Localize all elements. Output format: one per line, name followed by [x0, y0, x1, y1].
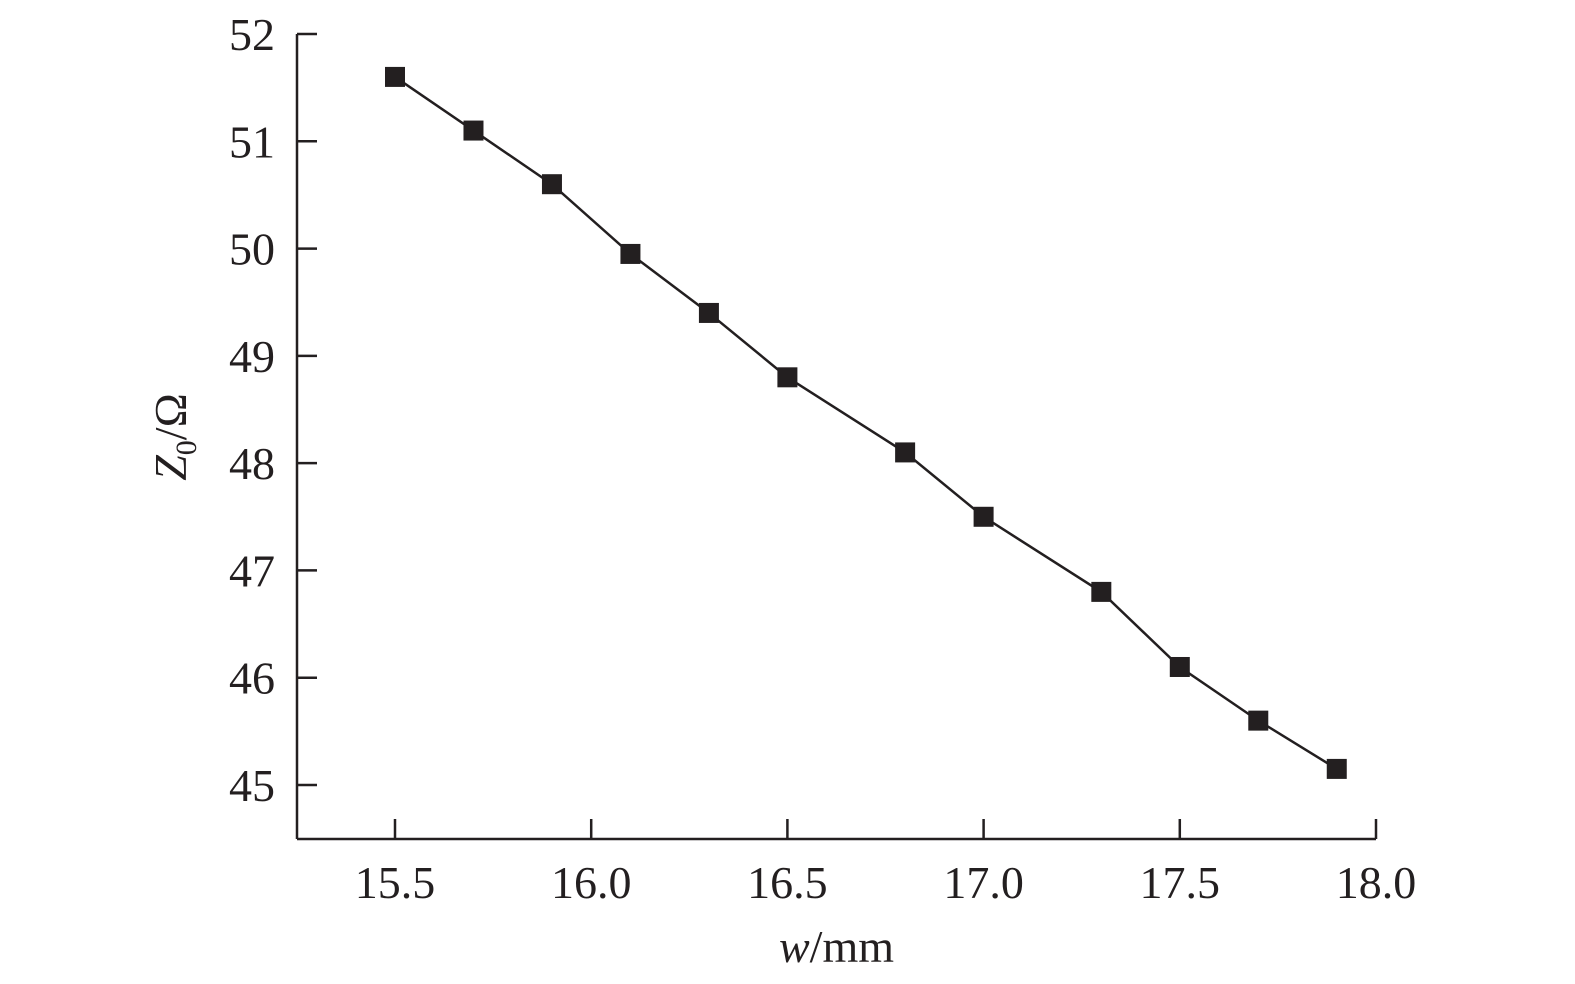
- y-axis-variable: Z: [145, 455, 196, 481]
- y-tick-label: 45: [229, 760, 275, 811]
- data-point-marker: [541, 174, 562, 195]
- x-tick-label: 18.0: [1336, 857, 1417, 908]
- y-axis-unit: /Ω: [145, 393, 196, 440]
- x-tick-label: 16.0: [551, 857, 632, 908]
- data-point-marker: [385, 66, 405, 87]
- x-tick-label: 17.0: [943, 857, 1024, 908]
- y-tick-label: 49: [229, 331, 275, 382]
- data-point-marker: [777, 367, 798, 388]
- y-tick-label: 50: [229, 224, 275, 275]
- x-tick-label: 17.5: [1140, 857, 1221, 908]
- axes: [295, 34, 1376, 841]
- y-axis-title: Z0/Ω: [145, 393, 203, 481]
- data-point-marker: [973, 506, 994, 527]
- y-tick-label: 47: [229, 545, 275, 596]
- data-point-marker: [698, 302, 719, 323]
- data-point-marker: [620, 243, 641, 264]
- x-axis-variable: w: [779, 921, 810, 972]
- y-tick-label: 51: [229, 116, 275, 167]
- x-tick-label: 16.5: [747, 857, 828, 908]
- y-tick-label: 52: [229, 9, 275, 60]
- x-tick-label: 15.5: [355, 857, 436, 908]
- y-tick-label: 48: [229, 438, 275, 489]
- x-ticks: 15.5 16.0 16.5 17.0 17.5 18.0: [355, 819, 1417, 908]
- y-axis-subscript: 0: [170, 440, 203, 455]
- data-point-marker: [1169, 656, 1190, 677]
- series-group: [385, 66, 1347, 779]
- data-point-marker: [895, 442, 916, 463]
- y-ticks: 45 46 47 48 49 50 51 52: [229, 9, 317, 811]
- series-line: [394, 75, 1338, 770]
- data-point-marker: [1248, 710, 1269, 731]
- data-point-marker: [1326, 758, 1347, 779]
- data-point-marker: [1091, 581, 1112, 602]
- data-point-marker: [463, 120, 484, 141]
- y-tick-label: 46: [229, 653, 275, 704]
- x-axis-title: w/mm: [779, 921, 894, 972]
- x-axis-unit: /mm: [810, 921, 895, 972]
